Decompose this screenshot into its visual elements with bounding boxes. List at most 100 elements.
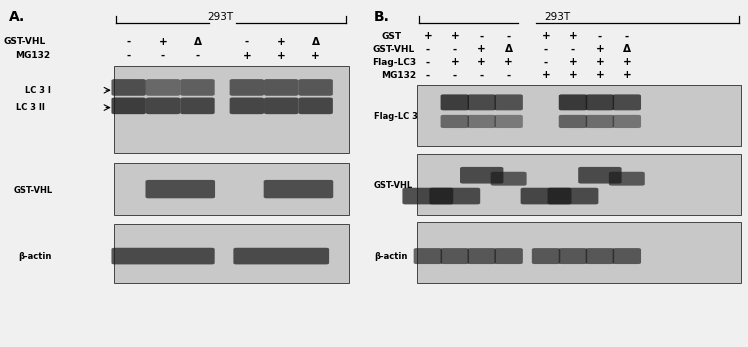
FancyBboxPatch shape bbox=[263, 180, 333, 198]
FancyBboxPatch shape bbox=[578, 167, 622, 184]
FancyBboxPatch shape bbox=[613, 94, 641, 110]
Text: -: - bbox=[544, 58, 548, 67]
Text: -: - bbox=[506, 70, 511, 80]
Text: -: - bbox=[426, 58, 430, 67]
FancyBboxPatch shape bbox=[230, 79, 264, 96]
FancyBboxPatch shape bbox=[441, 94, 469, 110]
Text: +: + bbox=[568, 32, 577, 41]
Text: +: + bbox=[595, 70, 604, 80]
Text: +: + bbox=[277, 51, 286, 60]
Text: +: + bbox=[542, 70, 551, 80]
FancyBboxPatch shape bbox=[111, 248, 215, 264]
Text: Δ: Δ bbox=[623, 44, 631, 54]
Text: +: + bbox=[450, 58, 459, 67]
Text: LC 3 I: LC 3 I bbox=[25, 86, 51, 95]
Text: +: + bbox=[568, 70, 577, 80]
Text: +: + bbox=[622, 58, 631, 67]
FancyBboxPatch shape bbox=[111, 79, 146, 96]
FancyBboxPatch shape bbox=[298, 79, 333, 96]
Text: +: + bbox=[595, 58, 604, 67]
FancyBboxPatch shape bbox=[402, 188, 453, 204]
Text: +: + bbox=[542, 32, 551, 41]
Text: -: - bbox=[161, 51, 165, 60]
FancyBboxPatch shape bbox=[180, 98, 215, 114]
FancyBboxPatch shape bbox=[146, 79, 180, 96]
FancyBboxPatch shape bbox=[613, 115, 641, 128]
Text: MG132: MG132 bbox=[15, 51, 50, 60]
Text: GST-VHL: GST-VHL bbox=[4, 37, 46, 46]
FancyBboxPatch shape bbox=[494, 248, 523, 264]
Text: +: + bbox=[504, 58, 513, 67]
Text: Flag-LC3: Flag-LC3 bbox=[373, 58, 417, 67]
FancyBboxPatch shape bbox=[441, 115, 469, 128]
Text: LC 3 II: LC 3 II bbox=[16, 103, 45, 112]
Bar bbox=[114, 66, 349, 153]
Text: +: + bbox=[477, 58, 486, 67]
FancyBboxPatch shape bbox=[521, 188, 571, 204]
FancyBboxPatch shape bbox=[609, 172, 645, 186]
FancyBboxPatch shape bbox=[494, 94, 523, 110]
FancyBboxPatch shape bbox=[111, 98, 146, 114]
Bar bbox=[417, 222, 741, 283]
FancyBboxPatch shape bbox=[145, 180, 215, 198]
Text: +: + bbox=[622, 70, 631, 80]
FancyBboxPatch shape bbox=[429, 188, 480, 204]
Text: -: - bbox=[453, 70, 457, 80]
FancyBboxPatch shape bbox=[532, 248, 560, 264]
Text: GST: GST bbox=[381, 32, 402, 41]
Text: +: + bbox=[595, 44, 604, 54]
FancyBboxPatch shape bbox=[559, 248, 587, 264]
Text: -: - bbox=[426, 70, 430, 80]
Text: -: - bbox=[625, 32, 629, 41]
Text: GST-VHL: GST-VHL bbox=[13, 186, 52, 195]
Text: MG132: MG132 bbox=[381, 71, 417, 80]
Text: 293T: 293T bbox=[545, 12, 570, 22]
FancyBboxPatch shape bbox=[180, 79, 215, 96]
FancyBboxPatch shape bbox=[468, 248, 496, 264]
Text: +: + bbox=[450, 32, 459, 41]
Text: +: + bbox=[477, 44, 486, 54]
Bar bbox=[417, 154, 741, 215]
FancyBboxPatch shape bbox=[613, 248, 641, 264]
Text: β-actin: β-actin bbox=[19, 252, 52, 261]
FancyBboxPatch shape bbox=[441, 248, 469, 264]
Bar bbox=[114, 224, 349, 283]
FancyBboxPatch shape bbox=[559, 115, 587, 128]
FancyBboxPatch shape bbox=[468, 115, 496, 128]
FancyBboxPatch shape bbox=[468, 94, 496, 110]
FancyBboxPatch shape bbox=[586, 115, 614, 128]
Text: GST-VHL: GST-VHL bbox=[373, 45, 414, 54]
Bar bbox=[417, 85, 741, 146]
Text: +: + bbox=[568, 58, 577, 67]
Text: Δ: Δ bbox=[194, 37, 201, 46]
FancyBboxPatch shape bbox=[230, 98, 264, 114]
FancyBboxPatch shape bbox=[233, 248, 329, 264]
FancyBboxPatch shape bbox=[414, 248, 442, 264]
FancyBboxPatch shape bbox=[264, 79, 298, 96]
FancyBboxPatch shape bbox=[586, 248, 614, 264]
Text: -: - bbox=[453, 44, 457, 54]
FancyBboxPatch shape bbox=[460, 167, 503, 184]
FancyBboxPatch shape bbox=[146, 98, 180, 114]
Text: A.: A. bbox=[9, 10, 25, 24]
Text: +: + bbox=[277, 37, 286, 46]
Text: -: - bbox=[195, 51, 200, 60]
Text: β-actin: β-actin bbox=[374, 252, 408, 261]
Text: GST-VHL: GST-VHL bbox=[374, 181, 413, 190]
Text: -: - bbox=[598, 32, 602, 41]
Text: +: + bbox=[159, 37, 168, 46]
Text: -: - bbox=[479, 70, 484, 80]
Text: -: - bbox=[544, 44, 548, 54]
FancyBboxPatch shape bbox=[491, 172, 527, 186]
Text: Flag-LC 3: Flag-LC 3 bbox=[374, 112, 418, 121]
FancyBboxPatch shape bbox=[264, 98, 298, 114]
Bar bbox=[114, 163, 349, 215]
Text: -: - bbox=[571, 44, 575, 54]
Text: -: - bbox=[126, 37, 131, 46]
Text: Δ: Δ bbox=[505, 44, 512, 54]
Text: -: - bbox=[506, 32, 511, 41]
Text: +: + bbox=[242, 51, 251, 60]
Text: +: + bbox=[423, 32, 432, 41]
FancyBboxPatch shape bbox=[298, 98, 333, 114]
Text: -: - bbox=[245, 37, 249, 46]
